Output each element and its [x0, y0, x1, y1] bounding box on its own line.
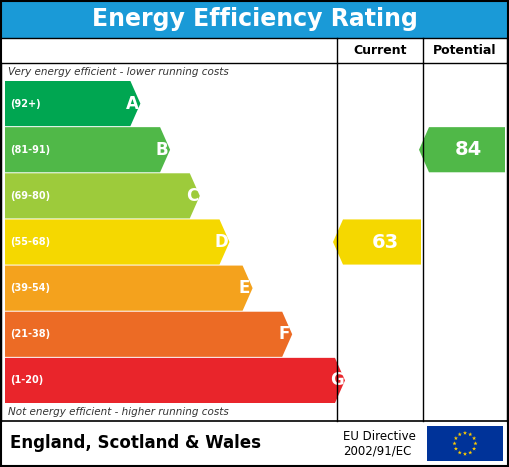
Text: 2002/91/EC: 2002/91/EC — [343, 444, 411, 457]
Polygon shape — [473, 441, 477, 445]
Polygon shape — [5, 81, 140, 126]
Polygon shape — [454, 446, 458, 451]
Polygon shape — [5, 173, 200, 219]
Text: 63: 63 — [372, 233, 399, 252]
Polygon shape — [453, 441, 457, 445]
Text: G: G — [330, 371, 344, 389]
Text: (21-38): (21-38) — [10, 329, 50, 340]
Text: Not energy efficient - higher running costs: Not energy efficient - higher running co… — [8, 407, 229, 417]
Polygon shape — [5, 358, 345, 403]
Text: Energy Efficiency Rating: Energy Efficiency Rating — [92, 7, 417, 31]
Bar — [1, 38, 508, 63]
Polygon shape — [468, 432, 472, 436]
Text: (81-91): (81-91) — [10, 145, 50, 155]
Bar — [427, 426, 503, 461]
Polygon shape — [5, 219, 230, 265]
Bar — [1, 421, 508, 466]
Polygon shape — [463, 452, 467, 456]
Polygon shape — [5, 127, 170, 172]
Polygon shape — [419, 127, 505, 172]
Polygon shape — [472, 436, 476, 440]
Polygon shape — [458, 432, 462, 436]
Polygon shape — [5, 266, 252, 311]
Polygon shape — [468, 450, 472, 454]
Text: E: E — [239, 279, 250, 297]
Text: EU Directive: EU Directive — [343, 430, 416, 443]
Text: (39-54): (39-54) — [10, 283, 50, 293]
Text: England, Scotland & Wales: England, Scotland & Wales — [10, 434, 261, 453]
Polygon shape — [458, 450, 462, 454]
Bar — [1, 0, 508, 38]
Text: Very energy efficient - lower running costs: Very energy efficient - lower running co… — [8, 67, 229, 77]
Text: D: D — [215, 233, 229, 251]
Text: A: A — [126, 95, 139, 113]
Text: B: B — [156, 141, 168, 159]
Polygon shape — [333, 219, 421, 265]
Text: (1-20): (1-20) — [10, 375, 43, 385]
Text: F: F — [278, 325, 290, 343]
Text: Current: Current — [353, 44, 407, 57]
Text: C: C — [186, 187, 198, 205]
Text: (55-68): (55-68) — [10, 237, 50, 247]
Text: (92+): (92+) — [10, 99, 41, 108]
Polygon shape — [463, 431, 467, 435]
Text: Potential: Potential — [433, 44, 497, 57]
Polygon shape — [5, 311, 292, 357]
Text: 84: 84 — [455, 140, 482, 159]
Polygon shape — [472, 446, 476, 451]
Polygon shape — [454, 436, 458, 440]
Text: (69-80): (69-80) — [10, 191, 50, 201]
